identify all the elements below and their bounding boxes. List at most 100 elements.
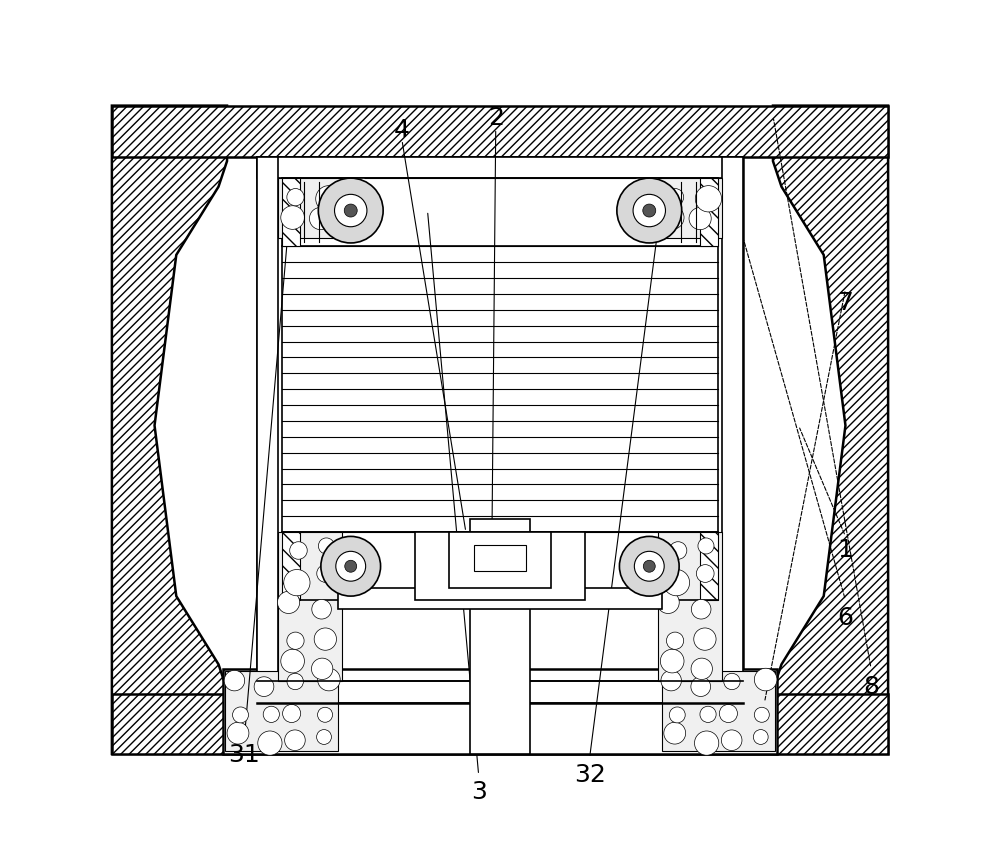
Bar [474,545,526,571]
Circle shape [314,628,336,650]
Polygon shape [700,179,718,247]
Circle shape [345,561,357,573]
Circle shape [664,722,686,744]
Bar [282,532,718,601]
Circle shape [290,542,307,560]
Circle shape [691,600,711,619]
Circle shape [263,706,279,722]
Bar [223,669,777,754]
Polygon shape [112,106,227,754]
Circle shape [283,705,301,722]
Text: 7: 7 [838,291,853,314]
Polygon shape [257,682,743,703]
Bar [112,106,888,158]
Polygon shape [773,106,888,754]
Polygon shape [282,532,300,601]
Text: 32: 32 [574,762,606,786]
Circle shape [660,206,684,230]
Circle shape [691,677,711,697]
Bar [278,532,342,682]
Circle shape [318,538,334,555]
Bar [338,588,662,609]
Polygon shape [257,158,743,179]
Circle shape [258,731,282,756]
Text: 2: 2 [488,106,504,130]
Circle shape [233,707,248,723]
Circle shape [694,628,716,650]
Bar [415,532,585,601]
Polygon shape [722,158,743,703]
Circle shape [336,552,366,581]
Circle shape [318,669,340,691]
Circle shape [284,570,310,596]
Circle shape [344,204,357,218]
Circle shape [663,570,690,596]
Circle shape [312,600,331,619]
Polygon shape [282,179,300,247]
Circle shape [657,591,679,613]
Circle shape [287,632,304,649]
Circle shape [669,707,685,723]
Circle shape [254,677,274,697]
Bar [282,179,718,247]
Circle shape [698,538,714,555]
Circle shape [643,561,655,573]
Circle shape [695,187,722,213]
Circle shape [318,707,333,722]
Polygon shape [257,158,278,703]
Circle shape [695,731,719,756]
Circle shape [754,707,769,722]
Circle shape [281,206,304,230]
Circle shape [335,195,367,227]
Circle shape [287,673,303,690]
Bar [658,532,722,682]
Bar [662,671,775,751]
Circle shape [619,537,679,596]
Text: 3: 3 [471,779,487,803]
Circle shape [696,565,714,583]
Bar [257,158,743,703]
Circle shape [317,565,335,583]
Circle shape [660,649,684,673]
Bar [112,694,888,754]
Circle shape [691,659,712,680]
Circle shape [318,179,383,244]
Circle shape [689,208,711,230]
Circle shape [661,671,681,691]
Circle shape [287,189,304,206]
Bar [225,671,338,751]
Circle shape [666,189,684,206]
Circle shape [724,673,740,690]
Circle shape [643,204,656,218]
Circle shape [666,632,684,649]
Bar [449,532,551,588]
Text: 6: 6 [837,606,853,630]
Circle shape [224,671,245,691]
Circle shape [285,730,305,751]
Circle shape [700,706,716,722]
Circle shape [721,730,742,751]
Polygon shape [700,532,718,601]
Circle shape [753,729,768,745]
Circle shape [281,649,304,673]
Circle shape [617,179,682,244]
Circle shape [309,208,332,230]
Bar [278,179,342,239]
Bar [658,179,722,239]
Bar [470,520,530,754]
Bar [282,247,718,532]
Text: 4: 4 [394,118,410,141]
Circle shape [669,542,687,560]
Circle shape [321,537,381,596]
Circle shape [316,187,342,213]
Circle shape [719,705,737,722]
Circle shape [633,195,665,227]
Text: 1: 1 [838,538,853,561]
Circle shape [634,552,664,581]
Text: 31: 31 [228,742,260,766]
Circle shape [277,591,300,613]
Circle shape [317,729,331,745]
Circle shape [311,659,333,680]
Circle shape [227,722,249,744]
Text: 8: 8 [863,674,879,698]
